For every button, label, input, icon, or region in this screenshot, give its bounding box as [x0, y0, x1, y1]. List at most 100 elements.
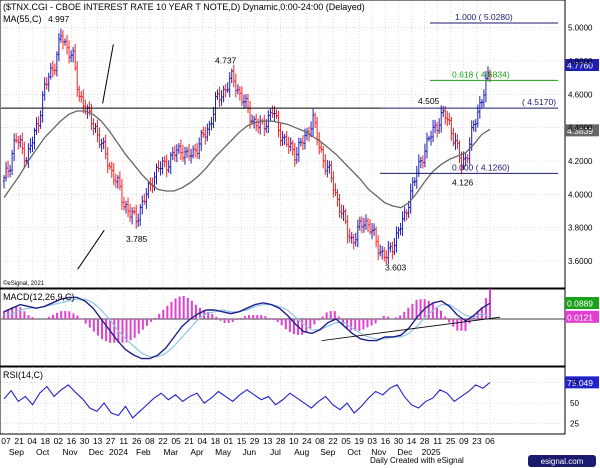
rsi-tick-label: 75	[570, 378, 579, 387]
x-tick-day: 22	[158, 436, 168, 446]
fib-label: ( 4.5170)	[522, 97, 556, 107]
ma-value-tag-bg	[565, 124, 599, 137]
x-tick-day: 15	[237, 436, 247, 446]
x-tick-day: 10	[289, 436, 299, 446]
x-tick-month: May	[215, 447, 232, 457]
y-tick-label: 4.0000	[568, 190, 593, 199]
x-tick-day: 13	[263, 436, 273, 446]
annotation-label: 4.997	[48, 14, 70, 24]
y-tick-label: 5.0000	[568, 24, 593, 33]
x-tick-month: Sep	[9, 447, 24, 457]
x-tick-day: 27	[106, 436, 116, 446]
x-tick-day: 24	[302, 436, 312, 446]
rsi-value-tag-bg	[565, 376, 599, 389]
x-tick-day: 28	[420, 436, 430, 446]
macd-signal-tag-bg	[565, 310, 599, 323]
x-tick-day: 05	[171, 436, 181, 446]
x-tick-day: 11	[119, 436, 128, 446]
last-price-tag: 4.7760	[567, 61, 593, 71]
ma-indicator-label: MA(55,C)	[3, 14, 42, 24]
x-tick-day: 07	[1, 436, 11, 446]
x-tick-month: 2024	[109, 447, 128, 457]
grid-layer	[1, 1, 565, 434]
annotation-label: 4.737	[215, 56, 237, 66]
x-tick-day: 04	[27, 436, 37, 446]
last-price-tag-bg	[565, 59, 599, 71]
x-tick-day: 08	[145, 436, 155, 446]
price-layer: 1.000 ( 5.0280) 0.618 ( 4.6834) ( 4.5170) 0…	[1, 12, 599, 273]
x-tick-day: 22	[328, 436, 338, 446]
x-tick-day: 28	[276, 436, 286, 446]
x-tick-month: Feb	[136, 447, 151, 457]
macd-line	[3, 296, 491, 360]
x-tick-month: Nov	[371, 447, 387, 457]
ma-value-tag: 4.3839	[567, 126, 593, 136]
macd-trend-line	[321, 316, 501, 341]
rsi-line	[3, 381, 491, 419]
x-tick-day: 21	[184, 436, 194, 446]
x-tick-month: Mar	[164, 447, 179, 457]
rsi-layer: 75.049	[3, 376, 599, 419]
x-tick-day: 30	[394, 436, 404, 446]
y-tick-label: 3.6000	[568, 257, 593, 266]
x-tick-day: 11	[433, 436, 442, 446]
trend-line-upper	[102, 44, 114, 104]
x-tick-month: Jul	[270, 447, 281, 457]
x-tick-month: 2025	[422, 447, 441, 457]
rsi-tick-label: 25	[570, 420, 579, 429]
x-tick-month: Dec	[89, 447, 105, 457]
x-tick-day: 09	[459, 436, 469, 446]
macd-signal-line	[3, 298, 491, 358]
x-tick-day: 14	[407, 436, 417, 446]
esignal-logo: esignal.com	[528, 455, 596, 467]
macd-layer: 0.0889 0.0121	[1, 288, 599, 360]
x-tick-day: 18	[211, 436, 221, 446]
logo-text: esignal.com	[541, 457, 584, 466]
x-tick-day: 13	[93, 436, 103, 446]
footer-credit: Daily Created with eSignal	[370, 456, 464, 465]
annotation-label: 3.785	[126, 234, 148, 244]
x-tick-month: Oct	[36, 447, 50, 457]
macd-value-tag: 0.0889	[567, 298, 593, 308]
x-tick-day: 18	[41, 436, 51, 446]
x-tick-day: 25	[446, 436, 456, 446]
x-tick-month: Apr	[190, 447, 203, 457]
y-tick-label: 4.8000	[568, 57, 593, 66]
x-tick-day: 16	[381, 436, 391, 446]
x-tick-day: 02	[54, 436, 64, 446]
macd-signal-tag: 0.0121	[567, 312, 593, 322]
x-tick-day: 04	[197, 436, 207, 446]
x-tick-day: 19	[354, 436, 364, 446]
x-tick-day: 06	[485, 436, 495, 446]
x-tick-day: 01	[224, 436, 234, 446]
x-tick-month: Nov	[63, 447, 79, 457]
x-tick-day: 16	[67, 436, 77, 446]
x-tick-day: 29	[250, 436, 260, 446]
y-tick-label: 4.4000	[568, 124, 593, 133]
annotation-label: 3.603	[385, 263, 407, 273]
axis-layer: 3.6000 3.8000 4.0000 4.2000 4.4000 4.6000 4.80…	[1, 24, 593, 457]
ma-line	[3, 110, 491, 209]
y-tick-label: 3.8000	[568, 224, 593, 233]
x-tick-day: 26	[132, 436, 142, 446]
x-tick-day: 03	[368, 436, 378, 446]
x-tick-day: 05	[341, 436, 351, 446]
x-tick-month: Jun	[242, 447, 256, 457]
annotation-label: 4.126	[452, 177, 474, 187]
rsi-tick-label: 50	[570, 399, 579, 408]
y-tick-label: 4.6000	[568, 90, 593, 99]
fib-label: 1.000 ( 5.0280)	[455, 12, 513, 22]
annotation-label: 4.505	[418, 96, 440, 106]
trend-line-lower	[77, 229, 105, 270]
y-tick-label: 4.2000	[568, 157, 593, 166]
x-tick-day: 08	[315, 436, 325, 446]
x-tick-day: 23	[472, 436, 482, 446]
rsi-value-tag: 75.049	[567, 378, 593, 388]
rsi-label: RSI(14,C)	[3, 370, 43, 380]
x-tick-day: 21	[14, 436, 24, 446]
macd-value-tag-bg	[565, 296, 599, 309]
x-tick-month: Sep	[320, 447, 335, 457]
fib-label: 0.618 ( 4.6834)	[452, 69, 510, 79]
x-tick-month: Dec	[397, 447, 413, 457]
